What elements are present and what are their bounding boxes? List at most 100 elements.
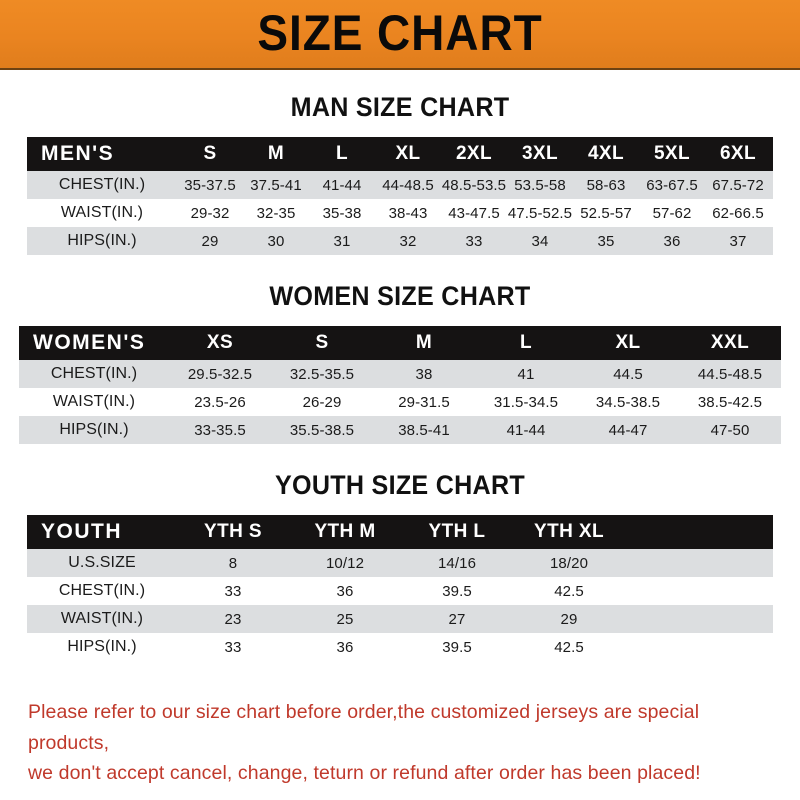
size-header-cell: 5XL: [653, 143, 691, 164]
measurement-cell: 35: [573, 227, 639, 255]
measurement-cell: 47.5-52.5: [507, 199, 573, 227]
size-header-cell: 2XL: [455, 143, 493, 164]
size-header-cell: XL: [395, 143, 421, 164]
footer-note: Please refer to our size chart before or…: [28, 697, 780, 788]
section-title-youth: YOUTH SIZE CHART: [275, 470, 525, 500]
measurement-cell: 44-48.5: [375, 171, 441, 199]
size-header-cell: YTH XL: [534, 521, 604, 542]
size-header-cell: L: [335, 143, 348, 164]
measurement-cell: 30: [243, 227, 309, 255]
row-filler-cell: [771, 227, 773, 255]
table-header-row-man: MEN'S S M L XL 2XL 3XL 4XL 5XL 6XL: [27, 137, 773, 171]
measurement-cell: 39.5: [401, 577, 513, 605]
size-header-cell: L: [519, 332, 532, 353]
row-filler-cell: [625, 577, 773, 605]
measurement-cell: 36: [289, 577, 401, 605]
measurement-cell: 33: [177, 577, 289, 605]
measurement-cell: 31: [309, 227, 375, 255]
measurement-cell: 41-44: [309, 171, 375, 199]
size-header-cell: YTH S: [204, 521, 262, 542]
measurement-cell: 43-47.5: [441, 199, 507, 227]
row-label-cell: WAIST(IN.): [19, 388, 169, 416]
size-header-cell: 3XL: [521, 143, 559, 164]
measurement-cell: 37.5-41: [243, 171, 309, 199]
measurement-cell: 44-47: [577, 416, 679, 444]
size-header-cell: S: [203, 143, 217, 164]
measurement-cell: 39.5: [401, 633, 513, 661]
size-table-women: WOMEN'S XS S M L XL XXL CHEST(IN.) 29.5-32.5 32.…: [19, 326, 781, 444]
table-row: CHEST(IN.) 29.5-32.5 32.5-35.5 38 41 44.5 44.5…: [19, 360, 781, 388]
measurement-cell: 41: [475, 360, 577, 388]
measurement-cell: 38.5-42.5: [679, 388, 781, 416]
table-row: CHEST(IN.) 35-37.5 37.5-41 41-44 44-48.5 48.5…: [27, 171, 773, 199]
size-header-cell: XXL: [710, 332, 750, 353]
measurement-cell: 63-67.5: [639, 171, 705, 199]
measurement-cell: 33: [177, 633, 289, 661]
size-header-cell: 6XL: [719, 143, 757, 164]
row-filler-cell: [625, 605, 773, 633]
measurement-cell: 58-63: [573, 171, 639, 199]
footer-note-line-1: Please refer to our size chart before or…: [28, 701, 700, 754]
row-filler-cell: [625, 633, 773, 661]
measurement-cell: 44.5-48.5: [679, 360, 781, 388]
measurement-cell: 32: [375, 227, 441, 255]
size-header-cell: XS: [206, 332, 234, 353]
header-filler-cell: [625, 515, 773, 549]
table-row: WAIST(IN.) 23.5-26 26-29 29-31.5 31.5-34.5 34…: [19, 388, 781, 416]
measurement-cell: 37: [705, 227, 771, 255]
measurement-cell: 33: [441, 227, 507, 255]
measurement-cell: 29-31.5: [373, 388, 475, 416]
size-header-cell: XL: [615, 332, 641, 353]
row-label-cell: CHEST(IN.): [27, 171, 177, 199]
table-head-women: WOMEN'S XS S M L XL XXL: [19, 326, 781, 360]
measurement-cell: 41-44: [475, 416, 577, 444]
measurement-cell: 8: [177, 549, 289, 577]
section-title-man: MAN SIZE CHART: [290, 92, 510, 122]
table-body-youth: U.S.SIZE 8 10/12 14/16 18/20 CHEST(IN.) 33 36 39…: [27, 549, 773, 661]
measurement-cell: 35-37.5: [177, 171, 243, 199]
header-filler-cell: [771, 137, 773, 171]
row-label-cell: HIPS(IN.): [27, 227, 177, 255]
section-title-women: WOMEN SIZE CHART: [269, 281, 531, 311]
row-label-cell: CHEST(IN.): [19, 360, 169, 388]
measurement-cell: 38: [373, 360, 475, 388]
measurement-cell: 52.5-57: [573, 199, 639, 227]
measurement-cell: 47-50: [679, 416, 781, 444]
row-label-cell: HIPS(IN.): [19, 416, 169, 444]
table-row: HIPS(IN.) 33-35.5 35.5-38.5 38.5-41 41-44 44-…: [19, 416, 781, 444]
table-head-man: MEN'S S M L XL 2XL 3XL 4XL 5XL 6XL: [27, 137, 773, 171]
table-row: HIPS(IN.) 29 30 31 32 33 34 35 36 37: [27, 227, 773, 255]
measurement-cell: 34: [507, 227, 573, 255]
measurement-cell: 44.5: [577, 360, 679, 388]
measurement-cell: 29-32: [177, 199, 243, 227]
measurement-cell: 31.5-34.5: [475, 388, 577, 416]
size-header-cell: M: [267, 143, 285, 164]
measurement-cell: 35.5-38.5: [271, 416, 373, 444]
footer-note-line-2: we don't accept cancel, change, teturn o…: [28, 761, 701, 784]
measurement-cell: 53.5-58: [507, 171, 573, 199]
measurement-cell: 32-35: [243, 199, 309, 227]
row-label-header-man: MEN'S: [41, 142, 115, 165]
row-filler-cell: [771, 171, 773, 199]
row-filler-cell: [625, 549, 773, 577]
measurement-cell: 36: [639, 227, 705, 255]
measurement-cell: 10/12: [289, 549, 401, 577]
size-header-cell: M: [415, 332, 433, 353]
measurement-cell: 23: [177, 605, 289, 633]
size-table-youth: YOUTH YTH S YTH M YTH L YTH XL U.S.SIZE 8 10/1…: [27, 515, 773, 661]
measurement-cell: 62-66.5: [705, 199, 771, 227]
row-label-header-women: WOMEN'S: [33, 331, 146, 354]
table-row: CHEST(IN.) 33 36 39.5 42.5: [27, 577, 773, 605]
measurement-cell: 38-43: [375, 199, 441, 227]
measurement-cell: 35-38: [309, 199, 375, 227]
row-label-header-youth: YOUTH: [41, 520, 122, 543]
page-title: SIZE CHART: [257, 5, 543, 61]
measurement-cell: 32.5-35.5: [271, 360, 373, 388]
measurement-cell: 34.5-38.5: [577, 388, 679, 416]
measurement-cell: 14/16: [401, 549, 513, 577]
measurement-cell: 42.5: [513, 633, 625, 661]
measurement-cell: 23.5-26: [169, 388, 271, 416]
measurement-cell: 57-62: [639, 199, 705, 227]
table-header-row-women: WOMEN'S XS S M L XL XXL: [19, 326, 781, 360]
